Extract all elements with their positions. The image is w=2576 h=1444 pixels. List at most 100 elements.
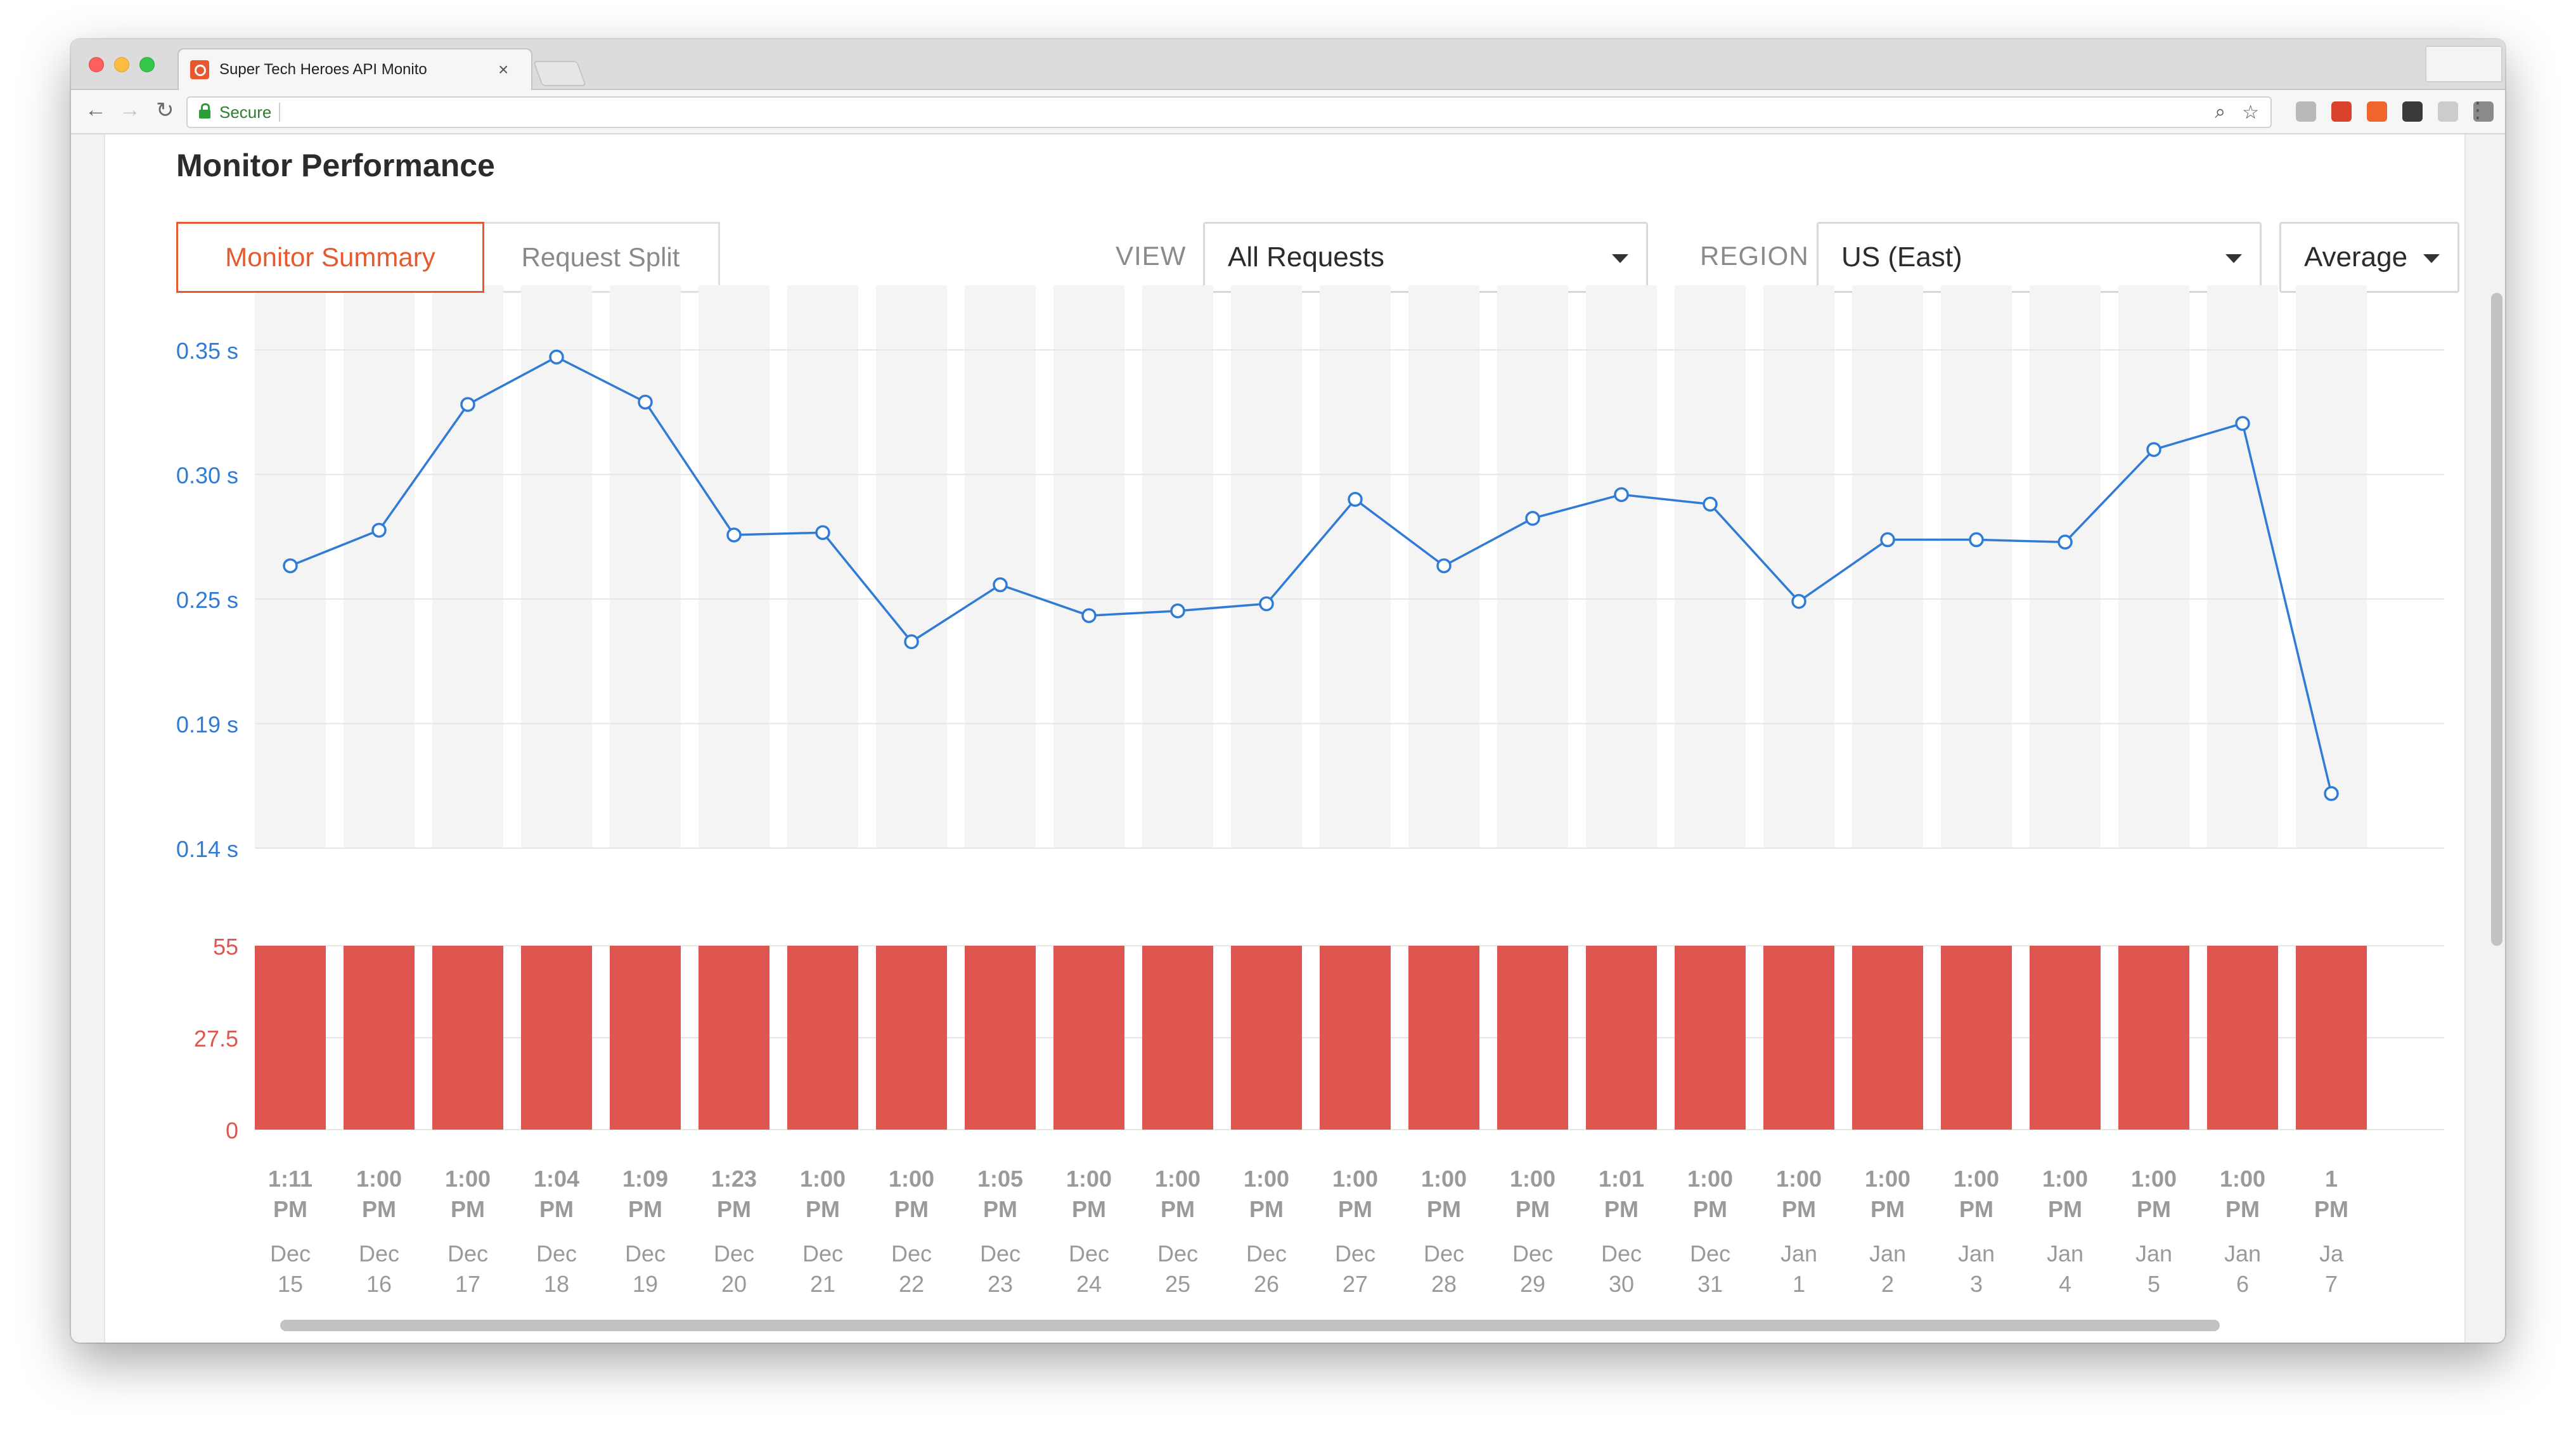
bar[interactable]: [2030, 946, 2101, 1130]
x-time-label: 1:00: [1332, 1166, 1378, 1192]
data-point[interactable]: [1525, 510, 1540, 526]
monitor-card: Monitor Performance Monitor Summary Requ…: [104, 134, 2466, 1343]
page-viewport: Monitor Performance Monitor Summary Requ…: [71, 134, 2505, 1343]
bar[interactable]: [1497, 946, 1568, 1130]
bar[interactable]: [1586, 946, 1657, 1130]
x-date-label: Dec: [1512, 1241, 1553, 1267]
bar[interactable]: [610, 946, 681, 1130]
x-date-label: Dec: [1601, 1241, 1642, 1267]
bar[interactable]: [965, 946, 1036, 1130]
data-point[interactable]: [1348, 492, 1363, 507]
forward-arrow-icon[interactable]: →: [119, 98, 141, 122]
data-point[interactable]: [371, 522, 387, 538]
address-bar[interactable]: Secure ⌕ ☆: [186, 96, 2272, 128]
data-point[interactable]: [638, 394, 653, 410]
tab-request-split[interactable]: Request Split: [483, 222, 720, 293]
bar[interactable]: [2296, 946, 2367, 1130]
x-time-label: 1:00: [889, 1166, 934, 1192]
data-point[interactable]: [1614, 487, 1629, 503]
data-point[interactable]: [1436, 558, 1452, 574]
data-point[interactable]: [549, 349, 564, 364]
data-point[interactable]: [2324, 786, 2339, 801]
data-point[interactable]: [1969, 532, 1984, 548]
x-date-label: 15: [278, 1271, 303, 1297]
extension-icon[interactable]: [2367, 101, 2387, 122]
data-point[interactable]: [460, 397, 475, 412]
bar[interactable]: [699, 946, 770, 1130]
x-time-label: 1:00: [1066, 1166, 1112, 1192]
bar[interactable]: [1941, 946, 2012, 1130]
zoom-icon[interactable]: ⌕: [2215, 101, 2226, 122]
minimize-window-button[interactable]: [114, 57, 129, 72]
bar[interactable]: [344, 946, 415, 1130]
close-window-button[interactable]: [89, 57, 104, 72]
extension-icon[interactable]: [2331, 101, 2352, 122]
bar[interactable]: [1852, 946, 1923, 1130]
maximize-window-button[interactable]: [139, 57, 155, 72]
x-date-label: Dec: [1335, 1241, 1375, 1267]
data-point[interactable]: [283, 558, 298, 574]
profile-button[interactable]: [2425, 46, 2502, 82]
data-point[interactable]: [1081, 608, 1097, 623]
bar[interactable]: [255, 946, 326, 1130]
bar[interactable]: [1142, 946, 1213, 1130]
bar[interactable]: [1231, 946, 1302, 1130]
chart-band: [1763, 285, 1834, 848]
x-date-label: Dec: [625, 1241, 666, 1267]
x-time-label: PM: [451, 1196, 485, 1222]
tab-monitor-summary[interactable]: Monitor Summary: [176, 222, 484, 293]
x-date-label: 25: [1165, 1271, 1190, 1297]
x-time-label: PM: [1516, 1196, 1550, 1222]
x-date-label: 21: [810, 1271, 835, 1297]
extension-icon[interactable]: [2296, 101, 2316, 122]
data-point[interactable]: [815, 525, 830, 540]
data-point[interactable]: [2235, 416, 2250, 431]
data-point[interactable]: [993, 577, 1008, 593]
extension-icon[interactable]: [2402, 101, 2423, 122]
data-point[interactable]: [2058, 534, 2073, 550]
chart-band: [1852, 285, 1923, 848]
bar-y-tick-label: 55: [213, 934, 238, 960]
extension-icon[interactable]: [2438, 101, 2458, 122]
aggregate-select[interactable]: Average: [2279, 222, 2459, 293]
bar[interactable]: [1320, 946, 1391, 1130]
favicon-icon: [190, 60, 209, 79]
data-point[interactable]: [1880, 532, 1895, 548]
view-select[interactable]: All Requests: [1203, 222, 1648, 293]
bar[interactable]: [1675, 946, 1746, 1130]
data-point[interactable]: [1259, 596, 1274, 612]
data-point[interactable]: [2146, 442, 2161, 457]
chart-band: [876, 285, 947, 848]
extension-icon[interactable]: [2473, 101, 2494, 122]
bar[interactable]: [1763, 946, 1834, 1130]
close-tab-icon[interactable]: ×: [498, 60, 509, 79]
bar[interactable]: [1408, 946, 1479, 1130]
bar[interactable]: [2118, 946, 2189, 1130]
data-point[interactable]: [726, 527, 742, 543]
x-date-label: 2: [1881, 1271, 1894, 1297]
reload-icon[interactable]: ↻: [156, 98, 174, 122]
bar[interactable]: [2207, 946, 2278, 1130]
data-point[interactable]: [1170, 603, 1185, 619]
vertical-scrollbar[interactable]: [2491, 293, 2502, 946]
menu-dots-icon[interactable]: ⋮: [2467, 98, 2489, 122]
star-icon[interactable]: ☆: [2242, 102, 2259, 123]
new-tab-button[interactable]: [532, 61, 587, 86]
bar[interactable]: [1053, 946, 1124, 1130]
browser-tab[interactable]: Super Tech Heroes API Monito ×: [177, 48, 532, 90]
data-point[interactable]: [1703, 496, 1718, 512]
x-date-label: 19: [633, 1271, 658, 1297]
chart-band: [1586, 285, 1657, 848]
chart-band: [2118, 285, 2189, 848]
bar[interactable]: [432, 946, 503, 1130]
back-arrow-icon[interactable]: ←: [85, 98, 106, 122]
x-date-label: 30: [1609, 1271, 1634, 1297]
x-time-label: 1:04: [534, 1166, 579, 1192]
horizontal-scrollbar[interactable]: [280, 1320, 2220, 1331]
bar[interactable]: [521, 946, 592, 1130]
bar[interactable]: [876, 946, 947, 1130]
data-point[interactable]: [904, 634, 919, 650]
data-point[interactable]: [1791, 593, 1806, 609]
x-time-label: 1:00: [1510, 1166, 1555, 1192]
bar[interactable]: [787, 946, 858, 1130]
